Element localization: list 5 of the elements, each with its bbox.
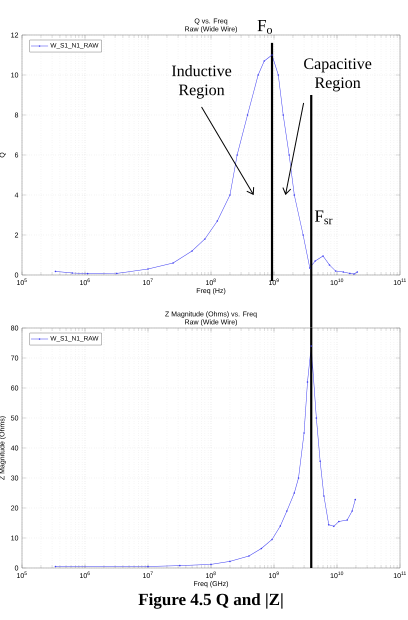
annotation: Inductive Region	[172, 65, 232, 99]
annotation: Capacitive Region	[304, 58, 372, 92]
ref-line-label: F$_{o}$	[258, 20, 272, 34]
caption: Figure 4.5 Q and |Z|	[138, 593, 282, 609]
ref-line-label: F$_{sr}$	[314, 210, 332, 224]
